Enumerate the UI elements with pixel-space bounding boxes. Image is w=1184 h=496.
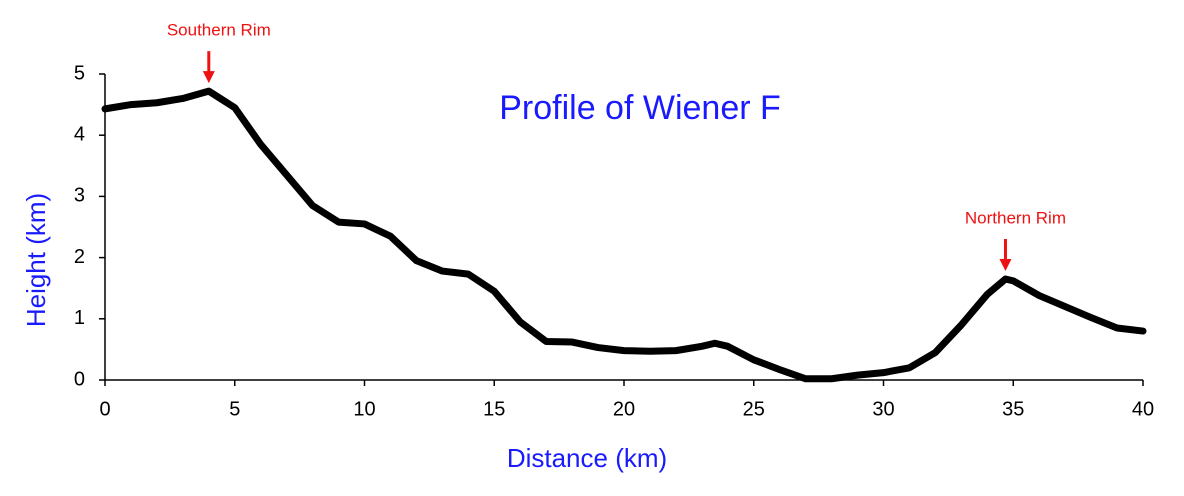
annotation-arrowhead: [999, 259, 1012, 272]
y-tick-label: 0: [74, 368, 85, 390]
annotation-label: Northern Rim: [965, 209, 1066, 228]
y-tick-label: 4: [74, 123, 85, 145]
y-tick-label: 2: [74, 246, 85, 268]
x-tick-label: 15: [483, 398, 505, 420]
x-tick-label: 35: [1002, 398, 1024, 420]
y-tick-label: 3: [74, 185, 85, 207]
y-tick-label: 5: [74, 62, 85, 84]
profile-line: [101, 87, 1147, 383]
annotation-arrowhead: [202, 71, 215, 84]
x-tick-label: 10: [353, 398, 375, 420]
x-tick-label: 0: [99, 398, 110, 420]
x-tick-label: 25: [743, 398, 765, 420]
x-tick-label: 20: [613, 398, 635, 420]
chart-title: Profile of Wiener F: [499, 89, 781, 127]
y-tick-label: 1: [74, 307, 85, 329]
x-tick-label: 5: [229, 398, 240, 420]
y-axis-label: Height (km): [21, 193, 51, 327]
annotation-label: Southern Rim: [167, 21, 271, 40]
x-tick-label: 40: [1132, 398, 1154, 420]
x-tick-label: 30: [872, 398, 894, 420]
x-axis-label: Distance (km): [507, 443, 667, 473]
